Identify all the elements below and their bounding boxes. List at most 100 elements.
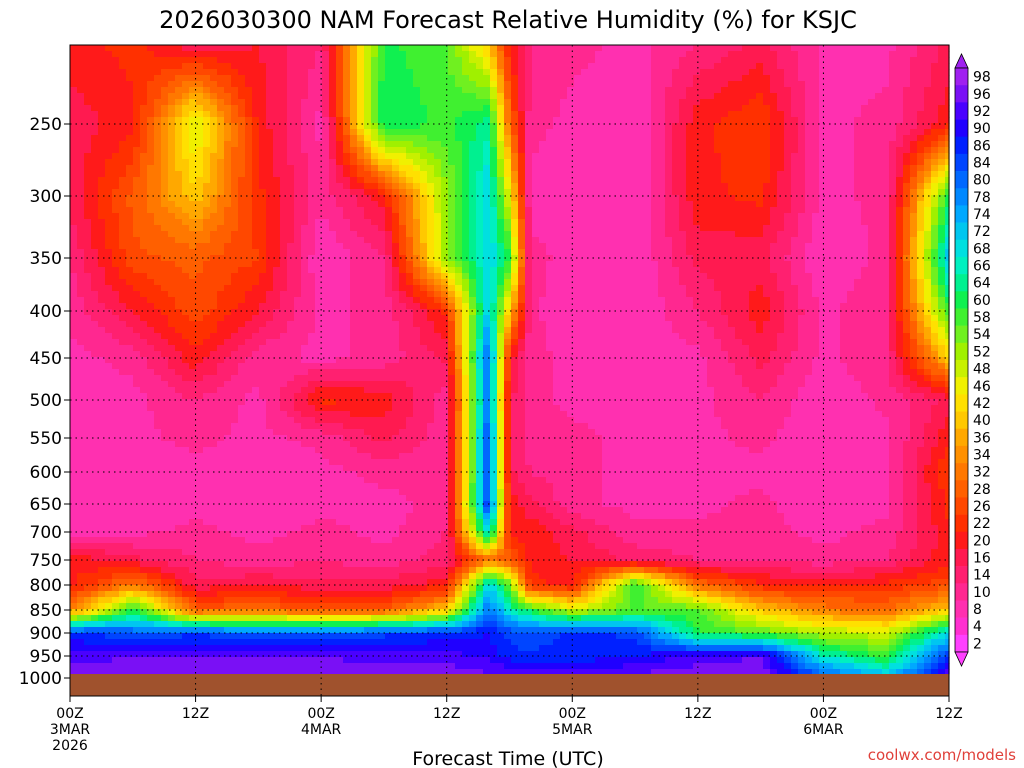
heatmap-cell xyxy=(728,159,736,166)
heatmap-cell xyxy=(434,201,442,208)
heatmap-cell xyxy=(364,153,372,160)
heatmap-cell xyxy=(637,195,645,202)
heatmap-cell xyxy=(833,177,841,184)
heatmap-cell xyxy=(273,237,281,244)
heatmap-cell xyxy=(301,243,309,250)
heatmap-cell xyxy=(728,171,736,178)
heatmap-cell xyxy=(693,45,701,52)
heatmap-cell xyxy=(560,201,568,208)
heatmap-cell xyxy=(406,93,414,100)
heatmap-cell xyxy=(812,135,820,142)
heatmap-cell xyxy=(252,141,260,148)
heatmap-cell xyxy=(406,213,414,220)
heatmap-cell xyxy=(133,81,141,88)
heatmap-cell xyxy=(819,45,827,52)
heatmap-cell xyxy=(567,195,575,202)
heatmap-cell xyxy=(777,147,785,154)
heatmap-cell xyxy=(896,45,904,52)
heatmap-cell xyxy=(98,267,106,274)
heatmap-cell xyxy=(910,225,918,232)
heatmap-cell xyxy=(931,261,939,268)
heatmap-cell xyxy=(812,213,820,220)
heatmap-cell xyxy=(651,195,659,202)
heatmap-cell xyxy=(791,255,799,262)
heatmap-cell xyxy=(455,201,463,208)
heatmap-cell xyxy=(126,177,134,184)
heatmap-cell xyxy=(133,75,141,82)
heatmap-cell xyxy=(147,279,155,286)
heatmap-cell xyxy=(616,99,624,106)
heatmap-cell xyxy=(749,153,757,160)
heatmap-cell xyxy=(483,261,491,268)
heatmap-cell xyxy=(826,63,834,70)
heatmap-cell xyxy=(903,249,911,256)
heatmap-cell xyxy=(357,195,365,202)
heatmap-cell xyxy=(728,207,736,214)
heatmap-cell xyxy=(812,165,820,172)
heatmap-cell xyxy=(861,237,869,244)
heatmap-cell xyxy=(539,249,547,256)
heatmap-cell xyxy=(427,159,435,166)
heatmap-cell xyxy=(889,81,897,88)
heatmap-cell xyxy=(896,123,904,130)
heatmap-cell xyxy=(875,189,883,196)
heatmap-cell xyxy=(441,237,449,244)
heatmap-cell xyxy=(854,225,862,232)
heatmap-cell xyxy=(735,75,743,82)
heatmap-cell xyxy=(637,219,645,226)
heatmap-cell xyxy=(504,255,512,262)
heatmap-cell xyxy=(616,153,624,160)
heatmap-cell xyxy=(763,255,771,262)
heatmap-cell xyxy=(574,171,582,178)
heatmap-cell xyxy=(329,159,337,166)
heatmap-cell xyxy=(413,171,421,178)
heatmap-cell xyxy=(791,189,799,196)
heatmap-cell xyxy=(126,123,134,130)
heatmap-cell xyxy=(539,219,547,226)
heatmap-cell xyxy=(861,111,869,118)
heatmap-cell xyxy=(462,147,470,154)
heatmap-cell xyxy=(168,57,176,64)
heatmap-cell xyxy=(861,105,869,112)
heatmap-cell xyxy=(602,57,610,64)
heatmap-cell xyxy=(714,165,722,172)
heatmap-cell xyxy=(483,267,491,274)
heatmap-cell xyxy=(147,207,155,214)
heatmap-cell xyxy=(553,165,561,172)
heatmap-cell xyxy=(189,273,197,280)
heatmap-cell xyxy=(455,279,463,286)
heatmap-cell xyxy=(560,231,568,238)
heatmap-cell xyxy=(693,171,701,178)
heatmap-cell xyxy=(350,183,358,190)
heatmap-cell xyxy=(203,147,211,154)
heatmap-cell xyxy=(791,243,799,250)
heatmap-cell xyxy=(252,123,260,130)
heatmap-cell xyxy=(91,267,99,274)
heatmap-cell xyxy=(210,195,218,202)
heatmap-cell xyxy=(581,237,589,244)
heatmap-cell xyxy=(98,45,106,52)
heatmap-cell xyxy=(833,273,841,280)
heatmap-cell xyxy=(553,141,561,148)
heatmap-cell xyxy=(581,57,589,64)
heatmap-cell xyxy=(707,225,715,232)
heatmap-cell xyxy=(217,93,225,100)
heatmap-cell xyxy=(714,225,722,232)
heatmap-cell xyxy=(658,93,666,100)
heatmap-cell xyxy=(574,279,582,286)
heatmap-cell xyxy=(294,165,302,172)
heatmap-cell xyxy=(350,189,358,196)
heatmap-cell xyxy=(483,213,491,220)
heatmap-cell xyxy=(392,45,400,52)
heatmap-cell xyxy=(679,231,687,238)
heatmap-cell xyxy=(581,129,589,136)
heatmap-cell xyxy=(791,135,799,142)
heatmap-cell xyxy=(273,273,281,280)
heatmap-cell xyxy=(252,165,260,172)
heatmap-cell xyxy=(427,273,435,280)
heatmap-cell xyxy=(518,213,526,220)
heatmap-cell xyxy=(70,159,78,166)
heatmap-cell xyxy=(616,69,624,76)
heatmap-cell xyxy=(231,63,239,70)
heatmap-cell xyxy=(224,255,232,262)
